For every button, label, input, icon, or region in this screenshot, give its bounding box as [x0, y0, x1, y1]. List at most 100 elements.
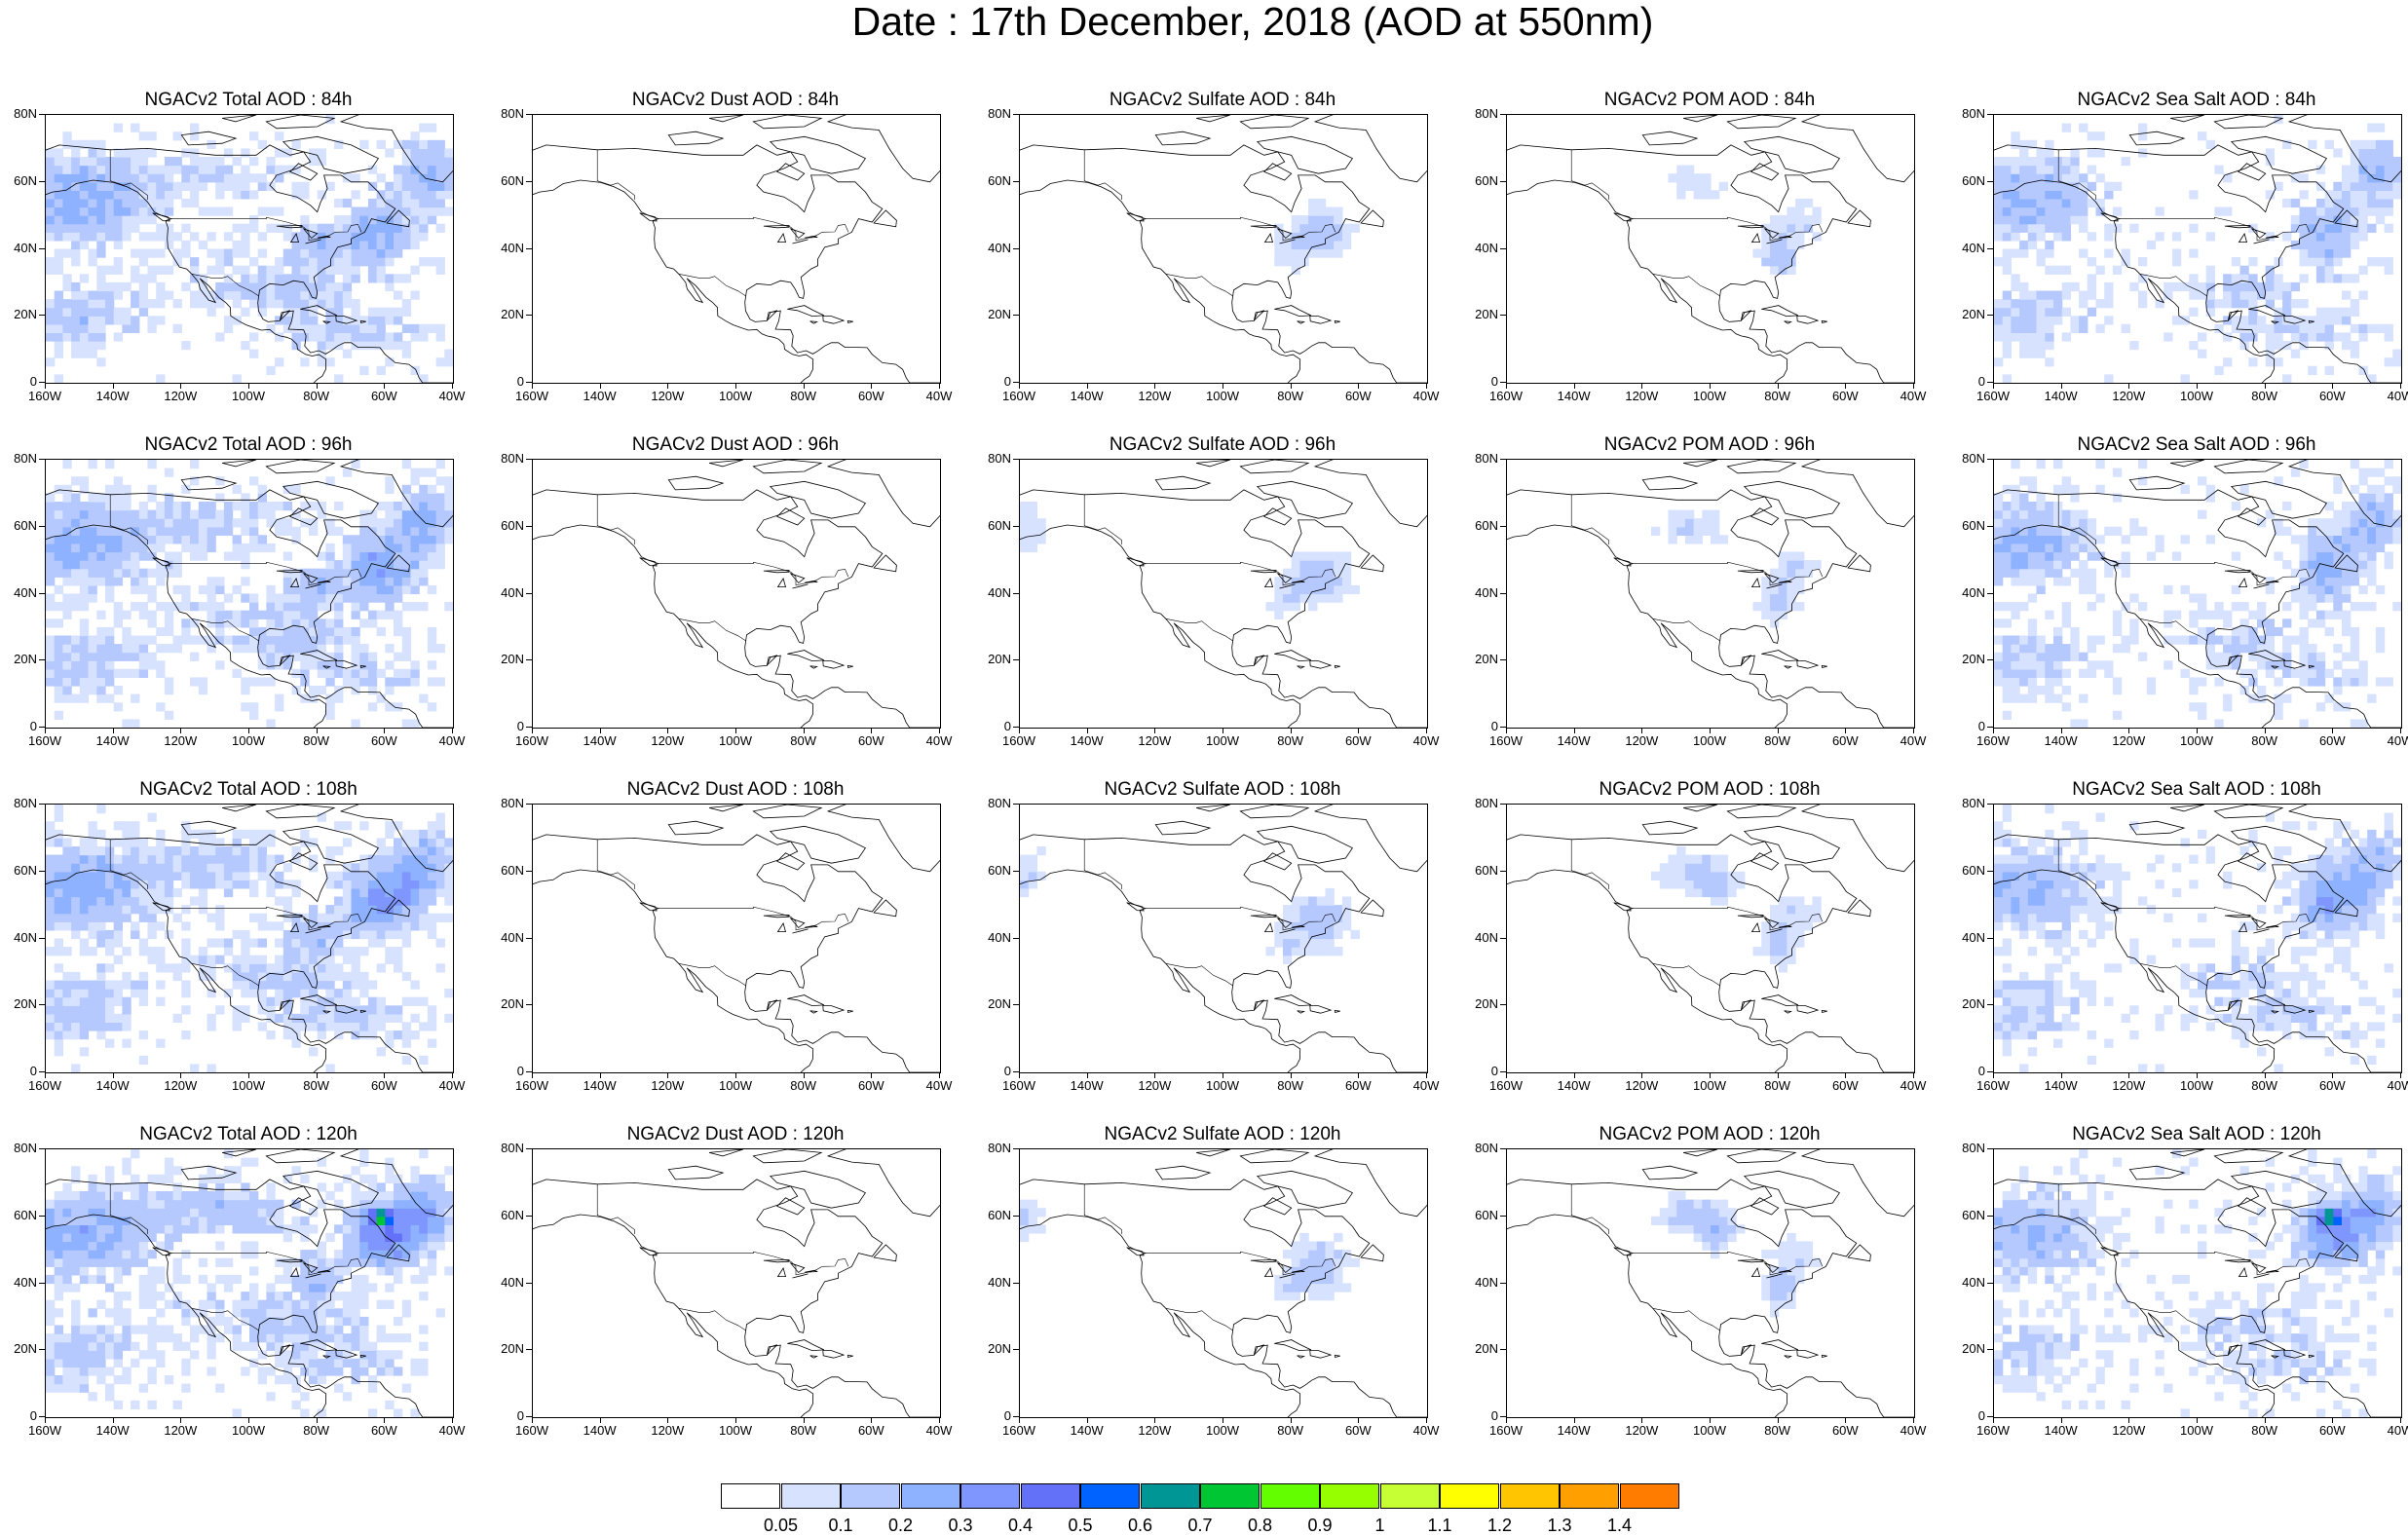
lon-tick-label: 160W: [1482, 1424, 1530, 1438]
country-border: [1653, 963, 1720, 986]
lon-tick-label: 40W: [2376, 734, 2408, 748]
lon-tick-label: 140W: [1063, 1424, 1111, 1438]
lon-tick-label: 40W: [915, 734, 963, 748]
lat-tick-label: 20N: [978, 308, 1011, 321]
map-frame: [1019, 459, 1428, 729]
island-outline: [1822, 320, 1827, 322]
aod-shading: [1020, 846, 1360, 964]
colorbar-swatch: [1141, 1483, 1200, 1509]
aod-map: [1507, 805, 1914, 1072]
lon-tick: [2128, 728, 2129, 733]
lat-tick-label: 0: [4, 1409, 37, 1423]
lon-tick-label: 120W: [156, 1079, 205, 1093]
aod-map: [46, 1149, 453, 1417]
colorbar-swatch: [1260, 1483, 1320, 1509]
lon-tick-label: 120W: [2104, 390, 2153, 403]
lon-tick: [113, 1072, 114, 1078]
island-outline: [1274, 1340, 1311, 1351]
lon-tick: [667, 1072, 668, 1078]
lon-tick: [1993, 1072, 1994, 1078]
island-outline: [668, 476, 723, 490]
lon-tick: [317, 1417, 318, 1423]
country-border: [1084, 495, 1121, 544]
colorbar-swatch: [1500, 1483, 1560, 1509]
lon-tick: [180, 1417, 181, 1423]
island-outline: [1751, 164, 1779, 180]
lon-tick: [1019, 383, 1020, 389]
lon-tick: [384, 1072, 385, 1078]
lake-outline: [2239, 1268, 2247, 1277]
map-frame: [45, 459, 454, 729]
lon-tick: [1154, 383, 1155, 389]
lat-tick: [39, 248, 45, 249]
lat-tick: [1013, 459, 1019, 460]
colorbar-label: 0.4: [997, 1516, 1045, 1536]
lon-tick-label: 120W: [2104, 1424, 2153, 1438]
lat-tick-label: 60N: [1465, 864, 1498, 878]
island-outline: [1361, 210, 1383, 227]
lon-tick-label: 120W: [156, 1424, 205, 1438]
lon-tick-label: 80W: [2240, 390, 2289, 403]
lake-outline: [791, 1263, 805, 1273]
lon-tick-label: 60W: [2308, 734, 2356, 748]
lat-tick: [1500, 1349, 1506, 1350]
lon-tick: [804, 1417, 805, 1423]
lat-tick: [1500, 593, 1506, 594]
lon-tick-label: 160W: [995, 734, 1043, 748]
lon-tick: [113, 383, 114, 389]
lon-tick: [1506, 383, 1507, 389]
island-outline: [1264, 1198, 1292, 1215]
lat-tick-label: 60N: [1952, 864, 1985, 878]
colorbar-label: 0.3: [936, 1516, 985, 1536]
colorbar-label: 0.05: [757, 1516, 806, 1536]
lat-tick-label: 0: [978, 720, 1011, 733]
island-outline: [1254, 311, 1264, 320]
island-outline: [1240, 460, 1308, 473]
island-outline: [709, 1149, 743, 1156]
lon-tick-label: 80W: [779, 734, 828, 748]
lat-tick-label: 60N: [978, 864, 1011, 878]
island-outline: [1155, 476, 1210, 490]
lat-tick-label: 0: [491, 1065, 524, 1078]
lat-tick: [1987, 459, 1993, 460]
lat-tick: [1013, 1216, 1019, 1217]
colorbar-swatch: [1560, 1483, 1619, 1509]
island-outline: [1797, 317, 1818, 324]
island-outline: [2239, 853, 2266, 870]
coastline: [1020, 835, 1427, 1072]
lon-tick-label: 40W: [915, 390, 963, 403]
lat-tick: [1500, 1004, 1506, 1005]
lat-tick: [1500, 315, 1506, 316]
country-border: [1571, 150, 1608, 200]
lat-tick-label: 20N: [978, 997, 1011, 1011]
lat-tick-label: 0: [491, 1409, 524, 1423]
lon-tick: [452, 1072, 453, 1078]
island-outline: [1361, 555, 1383, 572]
island-outline: [810, 1356, 817, 1358]
lon-tick: [804, 728, 805, 733]
lake-outline: [791, 918, 805, 928]
aod-shading: [1669, 166, 1822, 275]
lon-tick: [1641, 1072, 1642, 1078]
lat-tick-label: 80N: [978, 1142, 1011, 1155]
lon-tick: [1019, 728, 1020, 733]
lon-tick-label: 60W: [359, 390, 408, 403]
lon-tick-label: 100W: [224, 1424, 273, 1438]
lat-tick-label: 20N: [4, 308, 37, 321]
lake-outline: [1265, 923, 1273, 932]
lake-outline: [2239, 234, 2247, 243]
lat-tick: [1500, 248, 1506, 249]
island-outline: [1335, 1355, 1340, 1357]
panel-title: NGACv2 POM AOD : 96h: [1506, 434, 1913, 456]
lake-outline: [793, 584, 809, 588]
island-outline: [1274, 651, 1311, 661]
lon-tick: [735, 1417, 736, 1423]
lake-outline: [2254, 240, 2270, 244]
lat-tick: [1013, 315, 1019, 316]
lat-tick-label: 40N: [978, 586, 1011, 600]
lon-tick: [1574, 1072, 1575, 1078]
panel-title: NGACv2 POM AOD : 84h: [1506, 90, 1913, 111]
